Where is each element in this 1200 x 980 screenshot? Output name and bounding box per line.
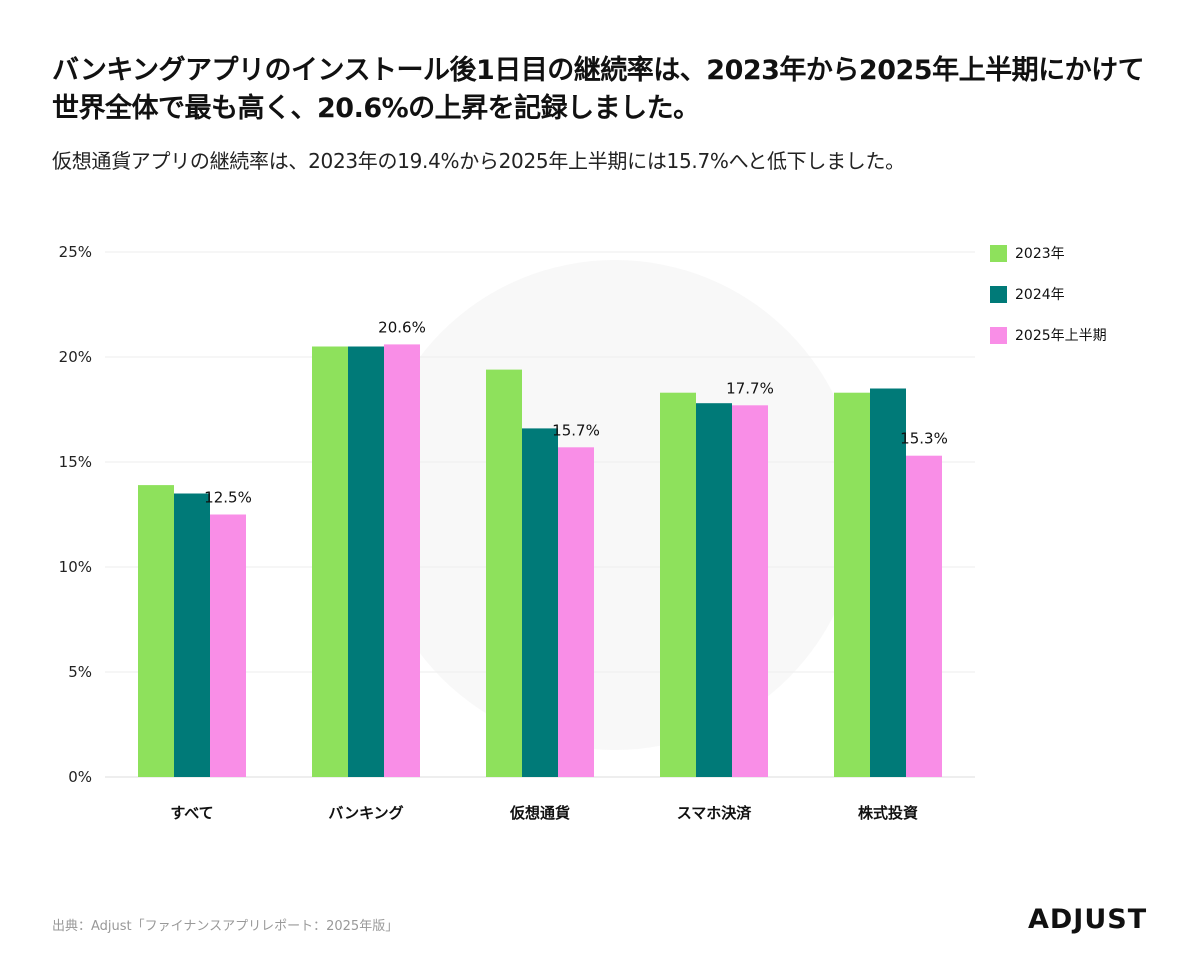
chart-subtitle: 仮想通貨アプリの継続率は、2023年の19.4%から2025年上半期には15.7… [52,149,905,173]
bar-3-3 [558,447,594,777]
legend-label-2025h1: 2025年上半期 [1015,328,1107,344]
bar-3-1 [210,514,246,777]
bar-1-3 [486,369,522,777]
bar-2-1 [174,493,210,777]
legend-swatch-2025h1 [990,326,1007,344]
bar-3-2 [384,344,420,777]
bar-1-1 [138,485,174,777]
data-label: 17.7% [726,379,774,397]
x-tick-label: 仮想通貨 [509,804,570,822]
bar-3-5 [906,455,942,777]
x-tick-label: スマホ決済 [677,804,753,822]
data-label: 15.3% [900,430,948,448]
y-tick-label: 10% [59,558,92,576]
data-label: 12.5% [204,489,252,507]
legend-swatch-2024 [990,285,1007,303]
x-tick-label: 株式投資 [858,804,918,822]
legend-swatch-2023 [990,244,1007,262]
title-line-2: 世界全体で最も高く、20.6%の上昇を記録しました。 [52,93,700,124]
source-note: 出典：Adjust「ファイナンスアプリレポート：2025年版」 [52,919,399,934]
y-tick-label: 0% [68,768,92,786]
adjust-logo: ADJUST [1028,904,1148,935]
bar-3-4 [732,405,768,777]
bar-1-4 [660,392,696,777]
bar-2-4 [696,403,732,777]
bar-2-2 [348,346,384,777]
legend-item-2023: 2023年 [990,243,1107,263]
data-label: 15.7% [552,421,600,439]
y-tick-label: 5% [68,663,92,681]
chart-title: バンキングアプリのインストール後1日目の継続率は、2023年から2025年上半期… [52,52,1152,128]
watermark-logo [370,260,860,750]
bar-2-3 [522,428,558,777]
title-line-1: バンキングアプリのインストール後1日目の継続率は、2023年から2025年上半期… [52,55,1145,86]
y-tick-label: 20% [59,348,92,366]
bar-2-5 [870,388,906,777]
bar-1-2 [312,346,348,777]
bar-1-5 [834,392,870,777]
legend-item-2024: 2024年 [990,284,1107,304]
x-tick-label: バンキング [328,804,403,822]
legend-label-2023: 2023年 [1015,246,1065,262]
legend: 2023年 2024年 2025年上半期 [990,243,1107,366]
legend-item-2025h1: 2025年上半期 [990,325,1107,345]
x-tick-label: すべて [170,804,213,822]
data-label: 20.6% [378,318,426,336]
y-tick-label: 15% [59,453,92,471]
y-tick-label: 25% [59,243,92,261]
legend-label-2024: 2024年 [1015,287,1065,303]
